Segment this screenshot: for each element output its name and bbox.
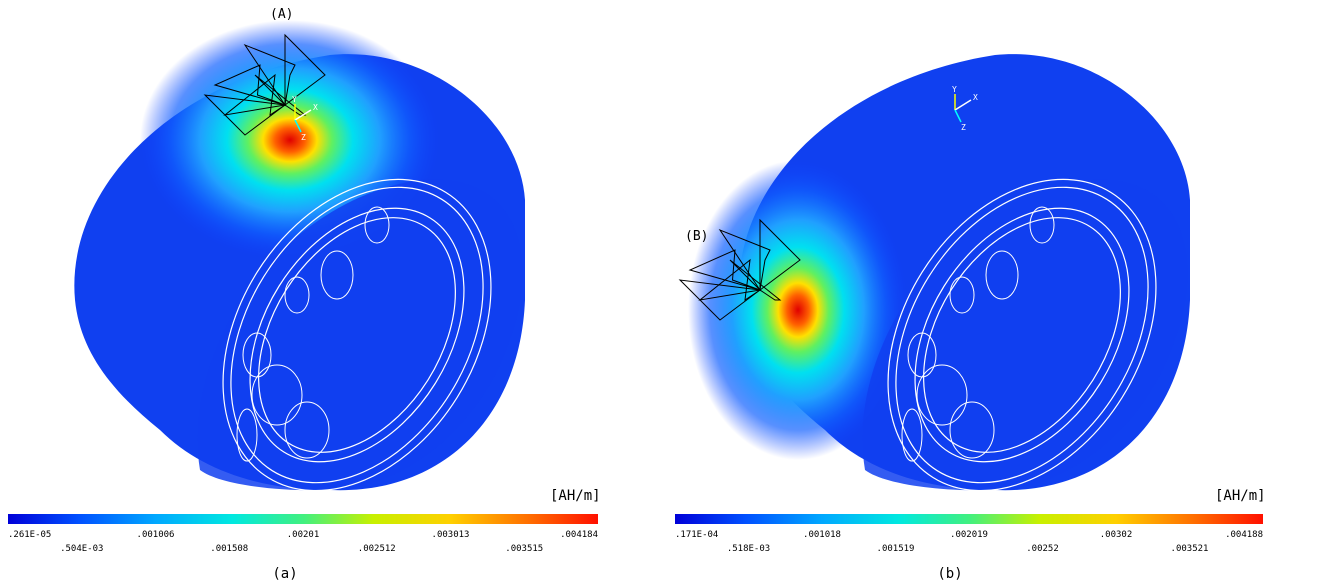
sensor-wire bbox=[718, 228, 771, 292]
spoke-hole bbox=[907, 332, 937, 378]
triad-label: X bbox=[313, 103, 318, 112]
colorbar-label: .001018 bbox=[803, 530, 841, 540]
colorbar bbox=[675, 514, 1263, 524]
triad-axis bbox=[954, 99, 972, 111]
colorbar-label: .001508 bbox=[210, 544, 248, 554]
colorbar-label: .003013 bbox=[432, 530, 470, 540]
triad-label: Y bbox=[952, 85, 957, 94]
colorbar-label: .002512 bbox=[358, 544, 396, 554]
colorbar bbox=[8, 514, 598, 524]
spoke-hole bbox=[901, 408, 923, 462]
triad-axis bbox=[294, 119, 302, 133]
sensor-wire bbox=[729, 259, 782, 301]
colorbar-label: .00252 bbox=[1026, 544, 1059, 554]
face-outline bbox=[230, 186, 484, 484]
spoke-hole bbox=[916, 364, 968, 426]
marker-label: (A) bbox=[270, 7, 293, 22]
caption: (b) bbox=[937, 566, 962, 582]
face-outline bbox=[222, 178, 492, 492]
spoke-hole bbox=[236, 408, 258, 462]
sensor-wire bbox=[213, 64, 286, 106]
sensor-wire bbox=[284, 33, 326, 106]
cylinder-body bbox=[862, 179, 1188, 491]
colorbar-label: .00201 bbox=[287, 530, 320, 540]
colorbar-label: .171E-04 bbox=[675, 530, 718, 540]
colorbar-label: .504E-03 bbox=[60, 544, 103, 554]
triad-label: X bbox=[973, 93, 978, 102]
triad-label: Z bbox=[301, 133, 306, 142]
spoke-hole bbox=[364, 206, 390, 244]
spoke-hole bbox=[284, 401, 330, 459]
sensor-wire bbox=[203, 94, 287, 136]
face-outline bbox=[895, 186, 1149, 484]
colorbar-label: .518E-03 bbox=[727, 544, 770, 554]
sensor-wire bbox=[243, 43, 296, 107]
colorbar-label: .004184 bbox=[560, 530, 598, 540]
spoke-hole bbox=[320, 250, 354, 300]
sensor-wire bbox=[678, 279, 762, 321]
spoke-hole bbox=[284, 276, 310, 314]
unit-label: [AH/m] bbox=[1215, 488, 1266, 504]
spoke-hole bbox=[949, 401, 995, 459]
colorbar-label: .001006 bbox=[137, 530, 175, 540]
spoke-hole bbox=[1029, 206, 1055, 244]
field-hotspot bbox=[688, 160, 908, 460]
spoke-hole bbox=[949, 276, 975, 314]
triad-label: Z bbox=[961, 123, 966, 132]
sensor-wire bbox=[698, 258, 761, 302]
panel: (A) Y X Z [AH/m] .261E-05 .001006 .00201 .003013… bbox=[8, 7, 601, 582]
colorbar-label: .261E-05 bbox=[8, 530, 51, 540]
unit-label: [AH/m] bbox=[550, 488, 601, 504]
face-outline bbox=[914, 207, 1130, 463]
triad-axis bbox=[954, 109, 962, 123]
sensor-wire bbox=[759, 218, 801, 291]
spoke-hole bbox=[242, 332, 272, 378]
cylinder-body bbox=[197, 179, 523, 491]
face-outline bbox=[249, 207, 465, 463]
spoke-hole bbox=[985, 250, 1019, 300]
colorbar-label: .004188 bbox=[1225, 530, 1263, 540]
caption: (a) bbox=[272, 566, 297, 582]
spoke-hole bbox=[251, 364, 303, 426]
sensor-wire bbox=[688, 249, 761, 291]
panel: (B) Y X Z [AH/m] .171E-04 .001018 .002019 .00302… bbox=[675, 54, 1266, 582]
colorbar-label: .003521 bbox=[1171, 544, 1209, 554]
colorbar-label: .002019 bbox=[950, 530, 988, 540]
colorbar-label: .003515 bbox=[505, 544, 543, 554]
marker-label: (B) bbox=[685, 229, 708, 244]
colorbar-label: .00302 bbox=[1100, 530, 1133, 540]
sensor-wire bbox=[223, 73, 286, 117]
colorbar-label: .001519 bbox=[877, 544, 915, 554]
triad-label: Y bbox=[292, 95, 297, 104]
triad-axis bbox=[294, 109, 312, 121]
face-outline bbox=[887, 178, 1157, 492]
